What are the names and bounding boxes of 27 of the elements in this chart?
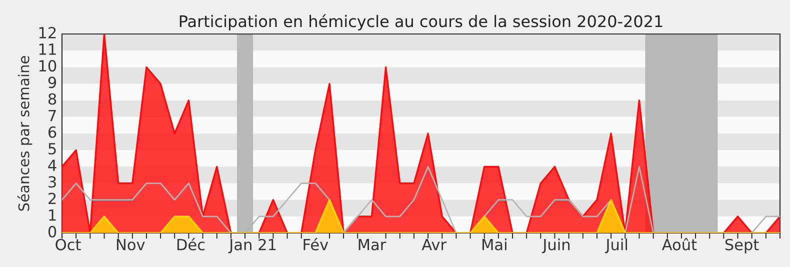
x-tick-label: Fév <box>304 238 328 250</box>
y-tick-label: 1 <box>49 209 56 221</box>
x-tick-label: Mai <box>482 238 506 250</box>
y-tick-label: 10 <box>39 60 56 72</box>
x-tick-label: Jan 21 <box>228 238 276 254</box>
x-tick-label: Oct <box>56 238 81 250</box>
y-tick-label: 12 <box>39 26 56 38</box>
y-tick-label: 7 <box>48 110 56 122</box>
y-tick-label: 8 <box>48 93 56 105</box>
y-tick-label: 3 <box>48 176 56 188</box>
y-axis-title: Séances par semaine <box>17 56 32 211</box>
y-tick-label: 5 <box>48 143 56 155</box>
y-tick-label: 9 <box>48 76 56 88</box>
x-tick-label: Avr <box>422 239 447 250</box>
x-tick-label: Sept <box>725 238 759 254</box>
x-tick-label: Août <box>662 238 697 250</box>
x-tick-label: Juil <box>604 238 627 254</box>
y-tick-label: 4 <box>48 160 56 171</box>
y-tick-label: 2 <box>48 192 56 204</box>
x-tick-label: Mar <box>358 239 386 250</box>
y-tick-label: 0 <box>48 226 56 238</box>
x-tick-label: Nov <box>116 239 145 250</box>
y-tick-label: 6 <box>48 126 56 138</box>
x-tick-label: Juin <box>542 238 570 254</box>
chart-title: Participation en hémicycle au cours de la session 2020-2021 <box>180 14 662 30</box>
x-tick-label: Déc <box>177 238 205 250</box>
y-tick-label: 11 <box>39 44 56 55</box>
